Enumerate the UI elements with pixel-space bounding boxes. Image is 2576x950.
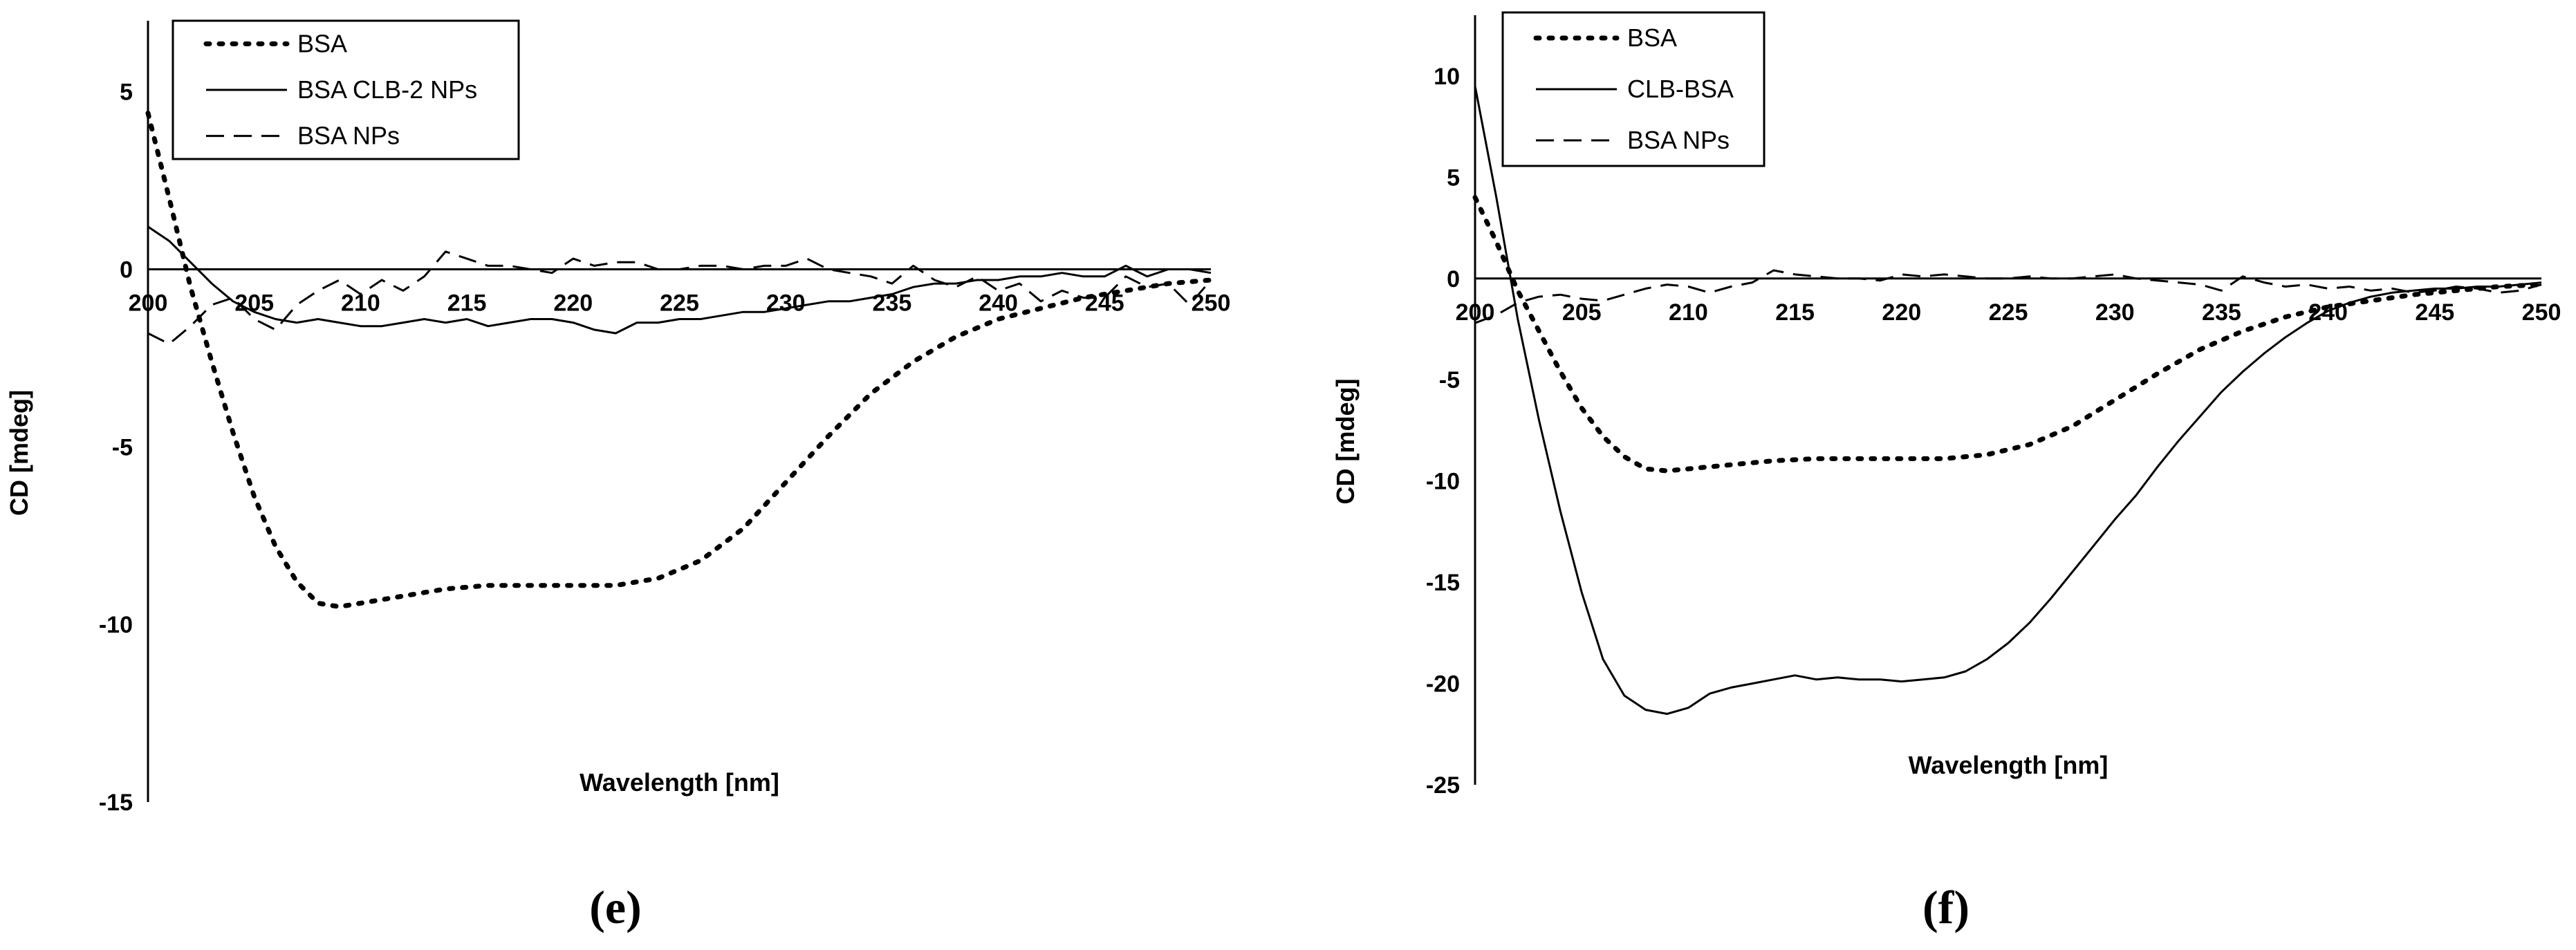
legend-label-bsa-nps: BSA NPs [297,122,400,150]
y-tick-label: -20 [1426,671,1460,698]
x-tick-label: 200 [1456,299,1495,326]
x-tick-label: 225 [660,290,699,317]
x-tick-label: 220 [553,290,593,317]
series-line-bsa [1472,195,2544,474]
series-line-bsa [145,111,1214,609]
x-axis-title: Wavelength [nm] [580,768,779,797]
panel-label: (f) [1922,881,1970,933]
x-tick-label: 240 [979,290,1018,317]
series-line-bsa-clb-2-nps [147,225,1212,335]
x-tick-label: 235 [2202,299,2241,326]
x-tick-label: 250 [1192,290,1231,317]
chart-panel-f: 200 205 210 215 220 225 230 235 240 245 2501050-5-… [1331,11,2561,933]
legend-label-bsa: BSA [297,29,347,57]
legend-label-bsa: BSA [1627,24,1677,52]
x-tick-label: 205 [1562,299,1602,326]
legend: BSA CLB-BSA BSA NPs [1501,11,1766,167]
legend-label-bsa-clb-2-nps: BSA CLB-2 NPs [297,75,477,104]
x-tick-label: 220 [1882,299,1921,326]
chart-panel-e: 200 205 210 215 220 225 230 235 240 245 25050-5-10… [5,19,1231,933]
y-tick-label: -15 [1426,570,1460,596]
y-tick-label: 5 [1447,165,1460,191]
y-tick-label: -5 [1439,367,1460,393]
y-tick-label: -25 [1426,772,1460,799]
y-axis-title: CD [mdeg] [1331,379,1360,505]
panel-label: (e) [589,881,641,933]
y-tick-label: 10 [1434,64,1460,90]
x-axis-title: Wavelength [nm] [1909,751,2109,779]
legend-label-clb-bsa: CLB-BSA [1627,75,1734,103]
y-tick-label: -5 [112,434,133,460]
x-tick-label: 230 [2095,299,2135,326]
x-tick-label: 215 [1775,299,1815,326]
x-tick-label: 200 [129,290,168,317]
x-tick-label: 215 [447,290,487,317]
y-tick-label: -10 [99,612,133,638]
legend-label-bsa-nps: BSA NPs [1627,126,1730,154]
y-tick-label: 0 [1447,266,1460,292]
x-tick-label: 230 [766,290,806,317]
y-tick-label: -15 [99,790,133,816]
y-tick-label: -10 [1426,469,1460,495]
x-tick-label: 210 [1669,299,1708,326]
y-axis-title: CD [mdeg] [5,390,33,516]
series-line-clb-bsa [1474,86,2542,715]
y-tick-label: 0 [120,257,133,283]
series-line-bsa-nps [147,250,1212,345]
x-tick-label: 250 [2522,299,2561,326]
x-tick-label: 245 [2415,299,2454,326]
legend: BSA BSA CLB-2 NPs BSA NPs [172,19,520,160]
y-tick-label: 5 [120,80,133,106]
x-tick-label: 225 [1989,299,2028,326]
